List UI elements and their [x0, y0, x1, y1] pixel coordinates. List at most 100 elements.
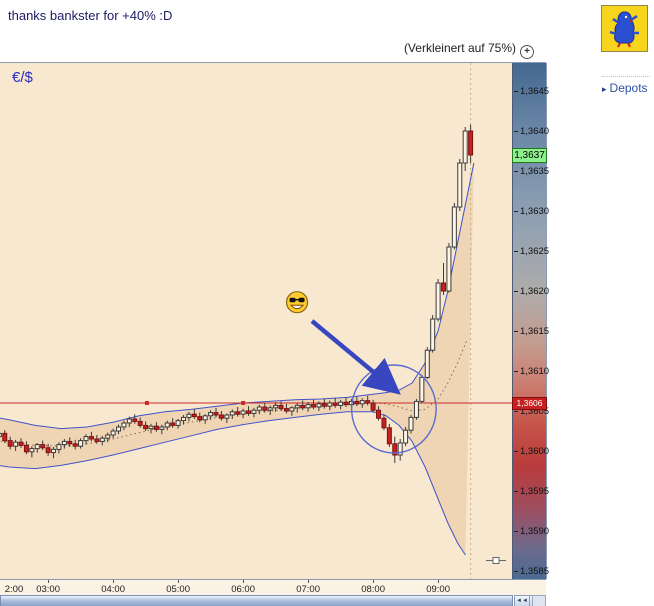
price-axis-label: 1,3620: [514, 286, 549, 297]
candle: [13, 439, 19, 451]
candle: [294, 403, 300, 413]
candle: [408, 415, 414, 434]
candle: [441, 263, 447, 295]
arrow-right-icon: ▸: [602, 84, 607, 94]
candle: [424, 347, 430, 379]
candle: [273, 402, 279, 412]
time-axis-label: 07:00: [296, 584, 320, 595]
candle: [94, 435, 100, 444]
candle: [126, 416, 132, 427]
user-avatar[interactable]: [601, 5, 648, 52]
candle: [419, 375, 425, 403]
candle: [2, 430, 8, 443]
time-axis-tick: [243, 580, 245, 583]
scroll-left-button[interactable]: ◄◄: [514, 595, 530, 606]
price-axis-label: 1,3615: [514, 326, 549, 337]
candle: [446, 243, 452, 293]
candle: [218, 411, 224, 421]
time-axis-label: 2:00: [4, 584, 24, 595]
candle: [181, 415, 187, 425]
candle: [110, 428, 116, 439]
candle: [300, 400, 306, 411]
chart-plot-area[interactable]: €/$: [0, 63, 513, 579]
annotation-arrow: [310, 319, 401, 395]
bollinger-upper-line: [0, 162, 475, 430]
candle: [240, 408, 246, 419]
candle: [23, 441, 29, 455]
candle: [365, 395, 371, 406]
candle: [262, 403, 268, 413]
price-axis: 1,3645 1,3640 1,3635 1,3630 1,3625 1,3620 1,36…: [513, 63, 549, 579]
price-axis-label: 1,3590: [514, 526, 549, 537]
time-axis-label: 04:00: [101, 584, 125, 595]
candle: [159, 424, 165, 435]
candle: [316, 401, 322, 411]
scrollbar-resize-grip[interactable]: [532, 595, 546, 606]
candle: [413, 399, 419, 420]
candle: [289, 406, 295, 416]
candle: [251, 407, 257, 418]
candle: [164, 420, 170, 431]
time-axis-label: 08:00: [361, 584, 385, 595]
candle: [186, 411, 192, 422]
chart-tool-marker[interactable]: [486, 556, 506, 565]
cool-smiley-icon: [285, 291, 309, 314]
candle: [332, 398, 338, 408]
time-axis-tick: [178, 580, 180, 583]
price-axis-label: 1,3630: [514, 206, 549, 217]
price-axis-label: 1,3605: [514, 406, 549, 417]
zoom-note-text: (Verkleinert auf 75%): [403, 41, 516, 55]
price-axis-label: 1,3610: [514, 366, 549, 377]
candle: [132, 414, 138, 424]
time-axis-label: 09:00: [426, 584, 450, 595]
time-axis-label: 06:00: [231, 584, 255, 595]
candle: [457, 159, 463, 211]
candle: [0, 432, 2, 438]
candle: [224, 413, 230, 423]
candle: [370, 399, 376, 413]
candle: [56, 442, 62, 454]
price-line-marker: [241, 401, 246, 405]
candle: [72, 439, 78, 450]
candle: [148, 423, 154, 434]
candle: [386, 423, 392, 447]
price-axis-label: 1,3600: [514, 446, 549, 457]
time-axis-tick: [113, 580, 115, 583]
chart-canvas[interactable]: [0, 63, 512, 579]
zoom-note: (Verkleinert auf 75%) +: [0, 41, 534, 59]
candle: [435, 279, 441, 322]
price-line-marker: [144, 401, 149, 405]
candle: [311, 399, 317, 410]
symbol-label: €/$: [12, 69, 33, 86]
price-axis-label: 1,3595: [514, 486, 549, 497]
candle: [170, 418, 176, 428]
depots-label: Depots: [609, 81, 648, 95]
candle: [321, 399, 327, 409]
candle: [175, 419, 181, 429]
candle: [51, 447, 57, 459]
candle: [137, 417, 143, 428]
candle: [143, 421, 149, 431]
time-axis-label: 03:00: [36, 584, 60, 595]
candle: [99, 435, 105, 446]
depots-link[interactable]: ▸ Depots: [602, 76, 650, 95]
candle: [283, 403, 289, 414]
scrollbar-track[interactable]: [0, 595, 513, 606]
horizontal-scrollbar[interactable]: ◄◄ ►►: [0, 594, 546, 606]
price-axis-label: 1,3625: [514, 246, 549, 257]
candle: [61, 439, 67, 449]
candle: [83, 434, 89, 445]
candle: [78, 438, 84, 449]
price-axis-label: 1,3645: [514, 86, 549, 97]
bollinger-lower-line: [0, 411, 466, 556]
candle: [213, 407, 219, 418]
candle: [229, 409, 235, 419]
price-axis-label: 1,3585: [514, 566, 549, 577]
candle: [67, 437, 73, 447]
candle: [343, 397, 349, 407]
price-chart: €/$ 1,3645 1,3640 1,3635 1,3630 1,3625 1,3620…: [0, 62, 549, 606]
candle: [397, 439, 403, 461]
magnifier-plus-icon[interactable]: +: [520, 45, 534, 59]
candle: [18, 438, 24, 448]
